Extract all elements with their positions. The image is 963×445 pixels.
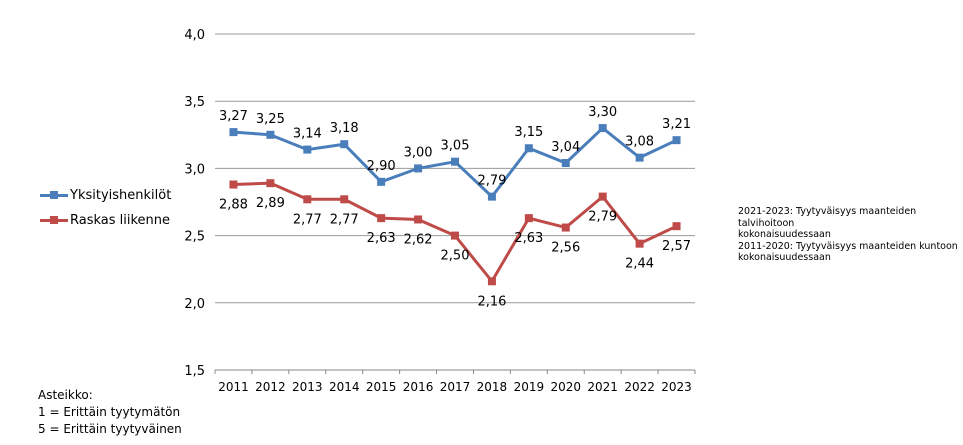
- data-label: 3,08: [625, 135, 654, 150]
- data-point: [451, 157, 459, 166]
- data-point: [524, 144, 533, 153]
- data-label: 2,57: [662, 239, 691, 254]
- data-label: 3,18: [330, 121, 359, 136]
- x-tick-label: 2014: [329, 380, 360, 394]
- data-point: [635, 153, 644, 162]
- x-tick-label: 2020: [550, 380, 581, 394]
- data-label: 2,79: [588, 210, 617, 225]
- scale-line: 5 = Erittäin tyytyväinen: [38, 422, 182, 436]
- data-label: 3,25: [256, 112, 285, 127]
- legend-item-yksityishenkilot: Yksityishenkilöt: [40, 188, 171, 203]
- data-label: 2,56: [551, 241, 580, 256]
- data-point: [561, 223, 570, 232]
- y-tick-label: 2,5: [184, 230, 205, 245]
- y-tick-label: 3,5: [184, 95, 205, 110]
- y-tick-label: 1,5: [184, 364, 205, 379]
- data-point: [561, 159, 570, 168]
- data-point: [451, 231, 459, 240]
- data-label: 3,14: [293, 127, 322, 142]
- data-point: [598, 192, 607, 201]
- data-label: 2,77: [330, 212, 359, 227]
- data-label: 2,44: [625, 257, 654, 272]
- data-label: 3,21: [662, 117, 691, 132]
- legend-label: Raskas liikenne: [70, 213, 171, 228]
- x-tick-label: 2018: [477, 380, 508, 394]
- data-label: 3,04: [551, 140, 580, 155]
- data-point: [229, 128, 238, 137]
- data-label: 2,63: [514, 231, 543, 246]
- note-line: 2021-2023: Tyytyväisyys maanteiden talvi…: [738, 206, 917, 229]
- scale-explanation: Asteikko: 1 = Erittäin tyytymätön 5 = Er…: [38, 387, 182, 438]
- legend-marker: [40, 216, 68, 224]
- scale-line: 1 = Erittäin tyytymätön: [38, 405, 181, 419]
- data-label: 2,62: [404, 232, 433, 247]
- data-point: [377, 177, 386, 186]
- data-point: [229, 180, 238, 189]
- data-label: 3,05: [441, 139, 470, 154]
- data-point: [377, 214, 386, 223]
- x-tick-label: 2011: [218, 380, 249, 394]
- data-point: [340, 140, 349, 149]
- data-label: 3,00: [404, 145, 433, 160]
- data-label: 2,77: [293, 212, 322, 227]
- legend-item-raskas-liikenne: Raskas liikenne: [40, 213, 170, 228]
- legend-label: Yksityishenkilöt: [70, 188, 172, 203]
- data-label: 3,30: [588, 105, 617, 120]
- data-point: [672, 136, 681, 145]
- chart-note: 2021-2023: Tyytyväisyys maanteiden talvi…: [738, 206, 963, 264]
- data-point: [340, 195, 349, 204]
- data-label: 3,15: [514, 125, 543, 140]
- data-point: [487, 277, 496, 286]
- data-label: 2,88: [219, 198, 248, 213]
- data-label: 2,16: [477, 294, 506, 309]
- x-tick-label: 2022: [624, 380, 655, 394]
- note-line: kokonaisuudessaan: [738, 229, 831, 240]
- data-point: [266, 130, 275, 139]
- note-line: kokonaisuudessaan: [738, 252, 831, 263]
- scale-title: Asteikko:: [38, 388, 93, 402]
- y-tick-label: 4,0: [184, 28, 205, 43]
- y-tick-label: 3,0: [184, 162, 205, 177]
- data-point: [635, 239, 644, 248]
- x-tick-label: 2019: [514, 380, 545, 394]
- x-tick-label: 2013: [292, 380, 323, 394]
- data-point: [414, 215, 423, 224]
- data-label: 3,27: [219, 109, 248, 124]
- data-point: [266, 179, 275, 188]
- legend-marker: [40, 191, 68, 199]
- note-line: 2011-2020: Tyytyväisyys maanteiden kunto…: [738, 240, 958, 252]
- data-point: [303, 195, 312, 204]
- data-label: 2,63: [367, 231, 396, 246]
- y-tick-label: 2,0: [184, 297, 205, 312]
- data-point: [598, 124, 607, 133]
- data-label: 2,90: [367, 159, 396, 174]
- x-tick-label: 2017: [440, 380, 471, 394]
- data-label: 2,79: [477, 174, 506, 189]
- data-point: [303, 145, 312, 154]
- data-point: [487, 192, 496, 201]
- x-tick-label: 2016: [403, 380, 434, 394]
- x-tick-label: 2015: [366, 380, 397, 394]
- data-point: [672, 222, 681, 231]
- data-point: [414, 164, 423, 173]
- x-tick-label: 2021: [587, 380, 618, 394]
- data-label: 2,89: [256, 196, 285, 211]
- data-point: [524, 214, 533, 223]
- x-tick-label: 2012: [255, 380, 286, 394]
- x-tick-label: 2023: [661, 380, 692, 394]
- data-label: 2,50: [441, 249, 470, 264]
